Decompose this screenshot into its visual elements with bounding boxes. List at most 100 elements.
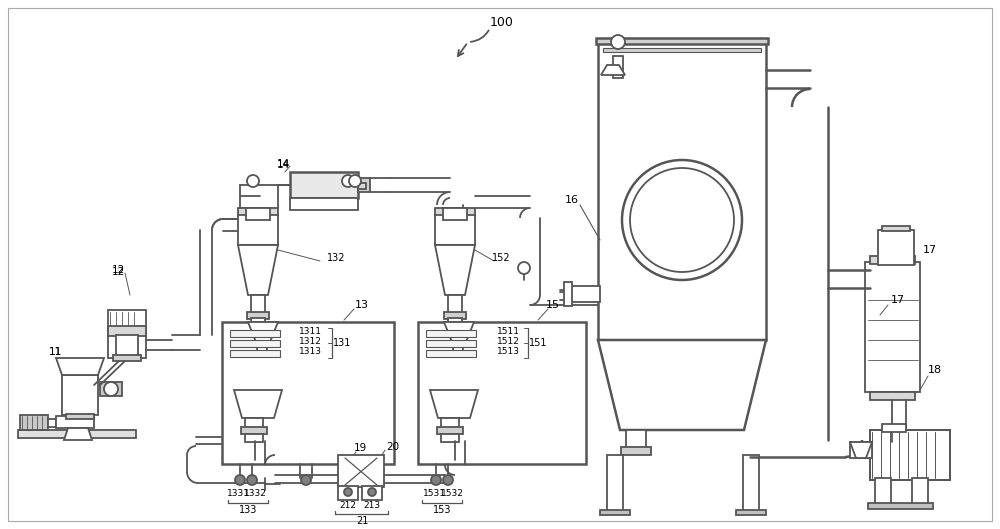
Bar xyxy=(100,382,122,396)
Text: 11: 11 xyxy=(48,347,62,357)
Circle shape xyxy=(349,175,361,187)
Bar xyxy=(246,208,270,220)
Bar xyxy=(426,330,476,337)
Bar xyxy=(108,326,146,336)
Bar xyxy=(338,486,358,500)
Text: 17: 17 xyxy=(891,295,905,305)
Bar xyxy=(570,286,600,302)
Polygon shape xyxy=(64,428,92,440)
Bar xyxy=(116,335,138,357)
Text: 1531: 1531 xyxy=(422,489,446,498)
Text: 1331: 1331 xyxy=(226,489,250,498)
Bar xyxy=(564,282,572,306)
Circle shape xyxy=(368,488,376,496)
Polygon shape xyxy=(56,358,104,375)
Bar xyxy=(850,442,872,458)
Bar xyxy=(870,392,915,400)
Text: 131: 131 xyxy=(333,338,351,348)
Text: 19: 19 xyxy=(353,443,367,453)
Bar xyxy=(56,416,94,428)
Bar xyxy=(247,312,269,319)
Text: 100: 100 xyxy=(490,15,514,29)
Text: 14: 14 xyxy=(276,159,290,169)
Circle shape xyxy=(611,35,625,49)
Text: 212: 212 xyxy=(340,501,356,510)
Circle shape xyxy=(518,262,530,274)
Polygon shape xyxy=(248,322,278,342)
Bar xyxy=(241,427,267,434)
Bar xyxy=(426,340,476,347)
Bar xyxy=(245,418,263,428)
Bar xyxy=(426,350,476,357)
Bar xyxy=(878,230,914,265)
Text: 152: 152 xyxy=(492,253,510,263)
Bar xyxy=(230,330,280,337)
Circle shape xyxy=(104,382,118,396)
Circle shape xyxy=(431,475,441,485)
Bar xyxy=(626,430,646,448)
Text: 21: 21 xyxy=(356,516,368,526)
Bar xyxy=(113,355,141,361)
Text: 1513: 1513 xyxy=(496,348,520,357)
Bar xyxy=(108,310,146,358)
Text: 16: 16 xyxy=(565,195,579,205)
Polygon shape xyxy=(444,322,474,342)
Circle shape xyxy=(235,475,245,485)
Bar xyxy=(868,503,933,509)
Bar xyxy=(338,455,384,487)
Bar xyxy=(444,312,466,319)
Bar xyxy=(882,424,906,432)
Bar xyxy=(598,42,766,340)
Text: 11: 11 xyxy=(48,347,62,357)
Text: 17: 17 xyxy=(923,245,937,255)
Polygon shape xyxy=(430,390,478,418)
Bar xyxy=(870,430,950,480)
Polygon shape xyxy=(850,442,872,458)
Bar xyxy=(66,414,94,419)
Text: 151: 151 xyxy=(529,338,547,348)
Text: 1312: 1312 xyxy=(299,338,321,346)
Text: 15: 15 xyxy=(546,300,560,310)
Bar xyxy=(443,208,467,220)
Text: 1512: 1512 xyxy=(497,338,519,346)
Bar xyxy=(251,318,265,323)
Text: 132: 132 xyxy=(327,253,345,263)
Bar xyxy=(62,375,98,415)
Text: 12: 12 xyxy=(111,267,125,277)
Bar xyxy=(358,183,366,189)
Text: 14: 14 xyxy=(276,160,290,170)
Bar xyxy=(238,215,278,245)
Text: 133: 133 xyxy=(239,505,257,515)
Text: 213: 213 xyxy=(363,501,381,510)
Polygon shape xyxy=(435,245,475,295)
Circle shape xyxy=(344,488,352,496)
Bar xyxy=(441,418,459,428)
Circle shape xyxy=(443,475,453,485)
Text: 1332: 1332 xyxy=(244,489,266,498)
Bar xyxy=(596,38,768,44)
Bar xyxy=(245,434,263,442)
Polygon shape xyxy=(234,390,282,418)
Bar xyxy=(253,351,271,357)
Bar xyxy=(453,342,463,352)
Polygon shape xyxy=(238,245,278,295)
Bar xyxy=(865,262,920,392)
Text: 153: 153 xyxy=(433,505,451,515)
Bar xyxy=(613,56,623,78)
Bar xyxy=(435,215,475,245)
Circle shape xyxy=(247,475,257,485)
Bar xyxy=(251,295,265,313)
Bar xyxy=(882,226,910,231)
Bar xyxy=(449,351,467,357)
Bar xyxy=(870,430,950,480)
Bar xyxy=(448,318,462,323)
Bar xyxy=(607,455,623,513)
Circle shape xyxy=(622,160,742,280)
Bar xyxy=(870,256,915,264)
Bar xyxy=(257,342,267,352)
Bar xyxy=(621,447,651,455)
Circle shape xyxy=(247,175,259,187)
Bar xyxy=(743,455,759,513)
Bar xyxy=(418,322,586,464)
Text: 13: 13 xyxy=(355,300,369,310)
